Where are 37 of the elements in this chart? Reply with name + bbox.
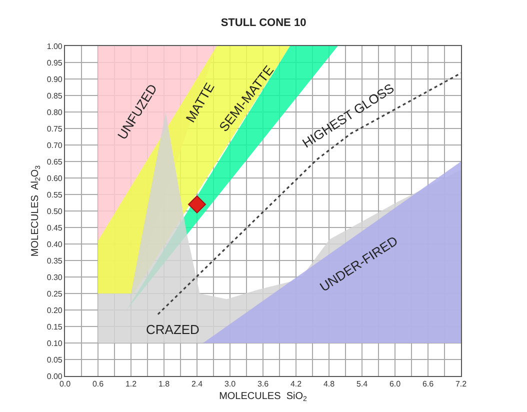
y-tick-label: 0.60 <box>46 174 63 183</box>
x-tick-label: 2.4 <box>191 380 204 389</box>
y-tick-label: 0.10 <box>46 338 63 348</box>
y-tick-label: 0.95 <box>46 58 63 68</box>
y-tick-label: 0.40 <box>46 240 63 249</box>
y-tick-label: 0.70 <box>46 140 63 150</box>
chart-title: STULL CONE 10 <box>220 17 306 30</box>
y-tick-label: 0.05 <box>46 355 63 364</box>
y-tick-label: 0.35 <box>46 256 63 266</box>
y-tick-label: 0.30 <box>46 272 63 282</box>
y-tick-label: 0.15 <box>46 322 63 332</box>
x-tick-label: 7.2 <box>455 380 468 389</box>
x-tick-label: 6.0 <box>389 380 402 389</box>
y-tick-label: 0.80 <box>46 108 63 117</box>
y-tick-label: 0.00 <box>46 372 63 381</box>
x-axis-title: MOLECULES SiO$_{2}$ <box>219 391 308 404</box>
series-label: CRAZED <box>146 322 200 337</box>
y-tick-label: 1.00 <box>46 42 63 51</box>
x-tick-label: 4.2 <box>290 380 302 389</box>
x-tick-label: 1.8 <box>158 380 170 389</box>
x-tick-label: 5.4 <box>356 380 368 389</box>
x-tick-label: 3.6 <box>257 380 270 389</box>
y-tick-label: 0.65 <box>46 157 63 166</box>
x-tick-label: 1.2 <box>125 380 138 389</box>
x-tick-label: 3.0 <box>224 380 236 389</box>
y-tick-label: 0.55 <box>46 190 63 200</box>
y-tick-label: 0.25 <box>46 289 63 298</box>
x-tick-label: 6.6 <box>422 380 434 389</box>
y-tick-label: 0.50 <box>46 206 63 216</box>
y-tick-label: 0.75 <box>46 124 63 134</box>
y-tick-label: 0.20 <box>46 306 63 315</box>
y-tick-label: 0.85 <box>46 91 63 100</box>
x-tick-label: 0.6 <box>92 380 104 389</box>
x-tick-label: 0.0 <box>59 380 72 389</box>
y-tick-label: 0.90 <box>46 74 63 84</box>
y-tick-label: 0.45 <box>46 223 63 232</box>
x-tick-label: 4.8 <box>323 380 336 389</box>
